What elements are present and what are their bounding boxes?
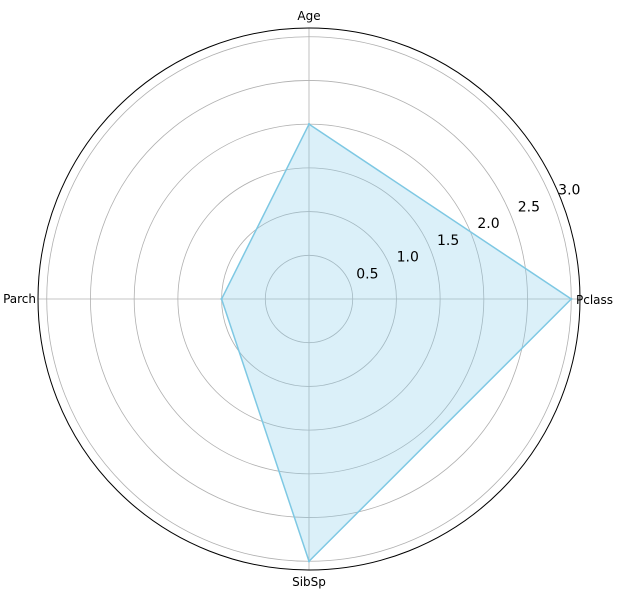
radial-tick-label: 1.5 (437, 233, 459, 249)
axis-label-parch: Parch (3, 292, 36, 306)
radial-tick-label: 3.0 (558, 183, 580, 199)
radial-tick-label: 0.5 (356, 266, 378, 282)
data-point-pclass (570, 297, 573, 301)
series-polygon (220, 123, 573, 563)
radial-tick-label: 1.0 (397, 250, 419, 266)
data-point-sibsp (307, 560, 311, 563)
axis-label-age: Age (297, 9, 320, 23)
data-point-parch (220, 297, 223, 301)
label-layer: 0.5 1.0 1.5 2.0 2.5 3.0 Pclass Age Parch SibSp (3, 9, 613, 589)
data-point-age (307, 122, 311, 126)
radial-tick-label: 2.5 (518, 199, 540, 215)
axis-label-pclass: Pclass (576, 293, 613, 307)
radial-tick-label: 2.0 (477, 216, 499, 232)
polar-frame (37, 27, 581, 571)
grid-layer (37, 27, 581, 571)
axis-label-sibsp: SibSp (292, 575, 326, 589)
series-layer (220, 122, 573, 563)
